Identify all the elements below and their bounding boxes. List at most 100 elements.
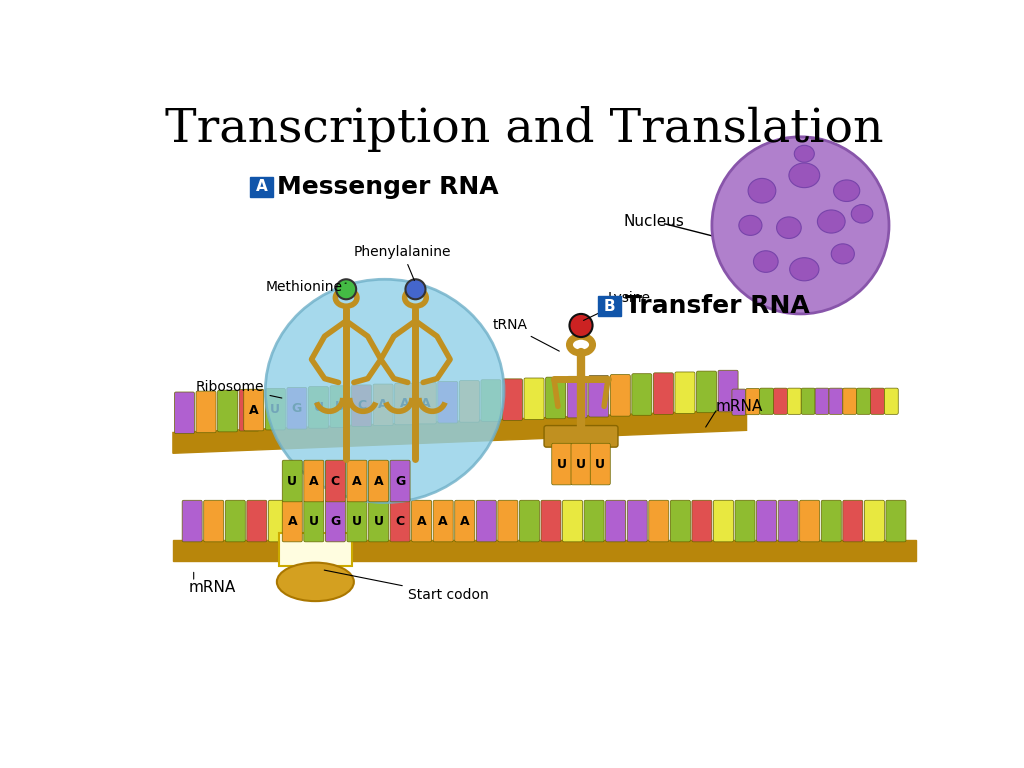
FancyBboxPatch shape	[671, 500, 690, 542]
Text: Messenger RNA: Messenger RNA	[276, 175, 499, 199]
FancyBboxPatch shape	[498, 500, 518, 542]
Circle shape	[406, 280, 425, 300]
Text: U: U	[335, 400, 345, 413]
FancyBboxPatch shape	[745, 389, 760, 415]
FancyBboxPatch shape	[204, 500, 223, 542]
Text: U: U	[374, 515, 384, 528]
FancyBboxPatch shape	[732, 389, 745, 415]
FancyBboxPatch shape	[567, 376, 587, 418]
FancyBboxPatch shape	[519, 500, 540, 542]
FancyBboxPatch shape	[778, 500, 798, 542]
FancyBboxPatch shape	[412, 500, 432, 542]
FancyBboxPatch shape	[653, 372, 674, 415]
FancyBboxPatch shape	[787, 388, 801, 414]
FancyBboxPatch shape	[308, 386, 329, 429]
FancyBboxPatch shape	[584, 500, 604, 542]
Text: B: B	[604, 299, 615, 313]
FancyBboxPatch shape	[735, 500, 755, 542]
FancyBboxPatch shape	[675, 372, 695, 413]
FancyBboxPatch shape	[605, 500, 626, 542]
FancyBboxPatch shape	[628, 500, 647, 542]
Text: Phenylalanine: Phenylalanine	[354, 245, 452, 280]
FancyBboxPatch shape	[757, 500, 776, 542]
Text: A: A	[438, 515, 447, 528]
Text: A: A	[399, 398, 410, 410]
FancyBboxPatch shape	[800, 500, 819, 542]
FancyBboxPatch shape	[433, 500, 454, 542]
Text: A: A	[374, 475, 383, 488]
FancyBboxPatch shape	[460, 381, 479, 422]
FancyBboxPatch shape	[696, 371, 717, 412]
FancyBboxPatch shape	[476, 500, 497, 542]
FancyBboxPatch shape	[182, 500, 202, 542]
FancyBboxPatch shape	[815, 388, 829, 414]
FancyBboxPatch shape	[347, 460, 367, 502]
Text: A: A	[249, 403, 259, 416]
Text: U: U	[352, 515, 361, 528]
Text: A: A	[378, 399, 388, 412]
FancyBboxPatch shape	[196, 391, 216, 432]
FancyBboxPatch shape	[250, 177, 273, 197]
FancyBboxPatch shape	[562, 500, 583, 542]
FancyBboxPatch shape	[773, 388, 787, 414]
FancyBboxPatch shape	[240, 389, 259, 431]
FancyBboxPatch shape	[225, 500, 246, 542]
FancyBboxPatch shape	[481, 379, 501, 422]
Ellipse shape	[851, 204, 872, 223]
FancyBboxPatch shape	[610, 375, 631, 416]
FancyBboxPatch shape	[280, 533, 351, 566]
FancyBboxPatch shape	[416, 382, 436, 424]
FancyBboxPatch shape	[287, 388, 307, 429]
FancyBboxPatch shape	[649, 500, 669, 542]
FancyBboxPatch shape	[843, 388, 857, 414]
FancyBboxPatch shape	[552, 443, 571, 485]
FancyBboxPatch shape	[283, 500, 302, 542]
FancyBboxPatch shape	[455, 500, 475, 542]
Text: A: A	[460, 515, 470, 528]
FancyBboxPatch shape	[598, 296, 621, 316]
Circle shape	[336, 280, 356, 300]
FancyBboxPatch shape	[244, 389, 264, 431]
FancyBboxPatch shape	[801, 388, 815, 414]
Text: tRNA: tRNA	[493, 318, 559, 351]
Ellipse shape	[754, 251, 778, 273]
Text: A: A	[417, 515, 426, 528]
FancyBboxPatch shape	[347, 500, 367, 542]
FancyBboxPatch shape	[589, 376, 608, 417]
Ellipse shape	[790, 258, 819, 281]
Text: A: A	[309, 475, 318, 488]
FancyBboxPatch shape	[304, 500, 324, 542]
Ellipse shape	[788, 163, 819, 187]
Polygon shape	[173, 541, 915, 561]
Ellipse shape	[795, 145, 814, 162]
FancyBboxPatch shape	[864, 500, 885, 542]
FancyBboxPatch shape	[326, 460, 345, 502]
Ellipse shape	[739, 215, 762, 235]
Ellipse shape	[834, 180, 860, 201]
FancyBboxPatch shape	[283, 460, 302, 502]
FancyBboxPatch shape	[304, 460, 324, 502]
Text: U: U	[309, 515, 318, 528]
Text: A: A	[352, 475, 361, 488]
FancyBboxPatch shape	[718, 370, 738, 412]
FancyBboxPatch shape	[870, 388, 885, 414]
FancyBboxPatch shape	[829, 388, 843, 414]
Text: U: U	[595, 458, 605, 471]
Text: mRNA: mRNA	[188, 580, 236, 594]
Text: U: U	[313, 401, 324, 414]
FancyBboxPatch shape	[217, 390, 238, 432]
FancyBboxPatch shape	[760, 388, 773, 414]
Ellipse shape	[831, 244, 854, 264]
Text: U: U	[288, 475, 297, 488]
Text: C: C	[331, 475, 340, 488]
Text: Start codon: Start codon	[325, 570, 488, 602]
FancyBboxPatch shape	[247, 500, 267, 542]
Text: G: G	[292, 402, 302, 415]
FancyBboxPatch shape	[541, 500, 561, 542]
Text: Nucleus: Nucleus	[624, 214, 684, 229]
FancyBboxPatch shape	[821, 500, 842, 542]
FancyBboxPatch shape	[369, 500, 388, 542]
Text: C: C	[357, 399, 367, 412]
FancyBboxPatch shape	[503, 379, 522, 420]
FancyBboxPatch shape	[265, 389, 286, 430]
